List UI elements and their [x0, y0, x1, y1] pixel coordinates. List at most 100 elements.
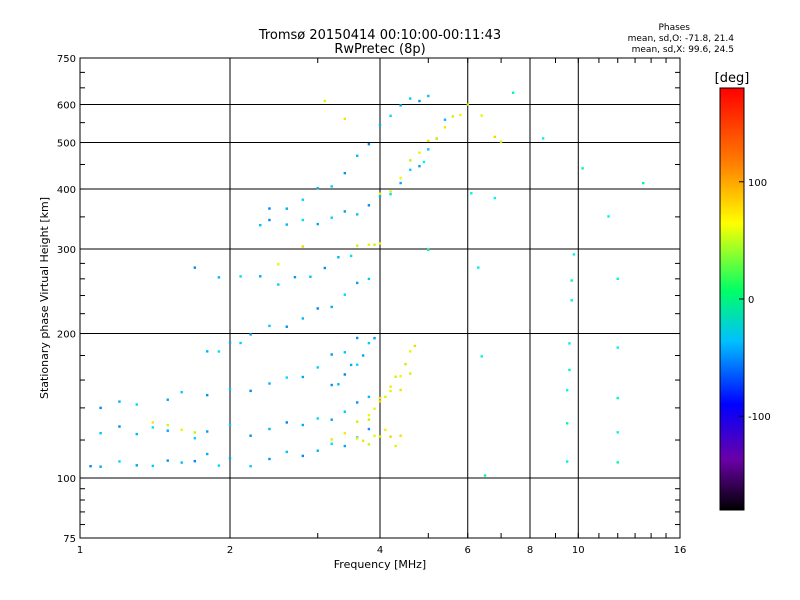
data-point	[330, 442, 333, 445]
data-point	[180, 390, 183, 394]
data-point	[565, 388, 569, 392]
data-point	[301, 317, 305, 320]
y-tick-label: 750	[57, 54, 76, 65]
data-point	[511, 91, 515, 94]
data-point	[217, 464, 221, 467]
data-point	[389, 385, 392, 388]
data-point	[166, 429, 169, 432]
data-point	[470, 192, 473, 195]
data-point	[493, 135, 497, 139]
data-point	[268, 207, 271, 210]
data-point	[389, 190, 392, 193]
data-point	[151, 421, 155, 424]
data-point	[301, 245, 305, 248]
data-point	[285, 207, 288, 210]
data-point	[330, 185, 333, 188]
data-point	[409, 372, 412, 375]
data-point	[389, 192, 392, 196]
data-point	[427, 94, 430, 98]
data-point	[367, 142, 371, 146]
data-point	[399, 374, 402, 378]
data-point	[616, 461, 619, 464]
data-point	[89, 464, 92, 468]
data-point	[422, 160, 426, 164]
data-point	[151, 426, 155, 429]
data-point	[330, 305, 333, 309]
data-point	[343, 373, 347, 376]
data-point	[378, 242, 382, 245]
data-point	[205, 452, 209, 456]
data-point	[399, 104, 402, 107]
data-point	[301, 454, 305, 458]
data-points	[89, 91, 645, 477]
data-point	[459, 113, 462, 117]
data-point	[268, 382, 271, 385]
data-point	[367, 427, 371, 431]
data-point	[616, 346, 619, 349]
data-point	[466, 103, 469, 106]
colorbar-tick-label: -100	[748, 412, 771, 423]
data-point	[427, 139, 430, 143]
data-point	[568, 368, 571, 372]
data-point	[413, 344, 417, 348]
data-point	[477, 266, 480, 269]
data-point	[193, 437, 197, 440]
data-point	[316, 366, 319, 369]
data-point	[268, 218, 271, 222]
data-point	[418, 164, 421, 168]
data-point	[343, 293, 347, 296]
data-point	[435, 137, 438, 140]
data-point	[389, 114, 392, 117]
data-point	[343, 444, 347, 448]
data-point	[378, 195, 382, 198]
data-point	[581, 167, 584, 170]
data-point	[443, 118, 447, 121]
data-point	[316, 417, 319, 420]
data-point	[343, 117, 347, 121]
x-axis-ticks: 1 2 4 6 8 10 16	[77, 58, 686, 556]
data-point	[118, 400, 121, 403]
data-point	[343, 351, 347, 354]
data-point	[301, 423, 305, 427]
colorbar-label: [deg]	[715, 71, 750, 86]
data-point	[367, 341, 371, 345]
data-point	[293, 275, 297, 279]
data-point	[118, 425, 121, 428]
data-point	[427, 248, 430, 252]
data-point	[378, 123, 382, 127]
data-point	[570, 299, 573, 302]
data-point	[337, 383, 340, 386]
data-point	[135, 403, 138, 406]
data-point	[343, 410, 347, 413]
data-point	[249, 464, 252, 468]
data-point	[330, 216, 333, 219]
data-point	[180, 461, 183, 464]
data-point	[285, 223, 288, 226]
data-point	[389, 389, 392, 393]
x-tick-label: 8	[527, 545, 533, 556]
data-point	[642, 181, 645, 185]
data-point	[151, 464, 155, 468]
data-point	[384, 395, 387, 399]
data-point	[367, 418, 371, 421]
data-point	[616, 277, 619, 281]
data-point	[373, 407, 376, 410]
data-point	[394, 444, 397, 448]
data-point	[285, 376, 288, 379]
data-point	[239, 275, 242, 278]
data-point	[99, 465, 102, 468]
colorbar-tick-label: 100	[748, 178, 767, 189]
data-point	[565, 422, 569, 425]
data-point	[570, 279, 573, 282]
data-point	[249, 434, 252, 437]
data-point	[277, 283, 280, 286]
data-point	[330, 383, 333, 387]
data-point	[409, 168, 412, 172]
data-point	[355, 244, 359, 247]
data-point	[285, 450, 288, 454]
data-point	[399, 434, 402, 437]
data-point	[316, 307, 319, 310]
data-point	[205, 430, 209, 433]
data-point	[373, 434, 376, 438]
data-point	[378, 400, 382, 403]
